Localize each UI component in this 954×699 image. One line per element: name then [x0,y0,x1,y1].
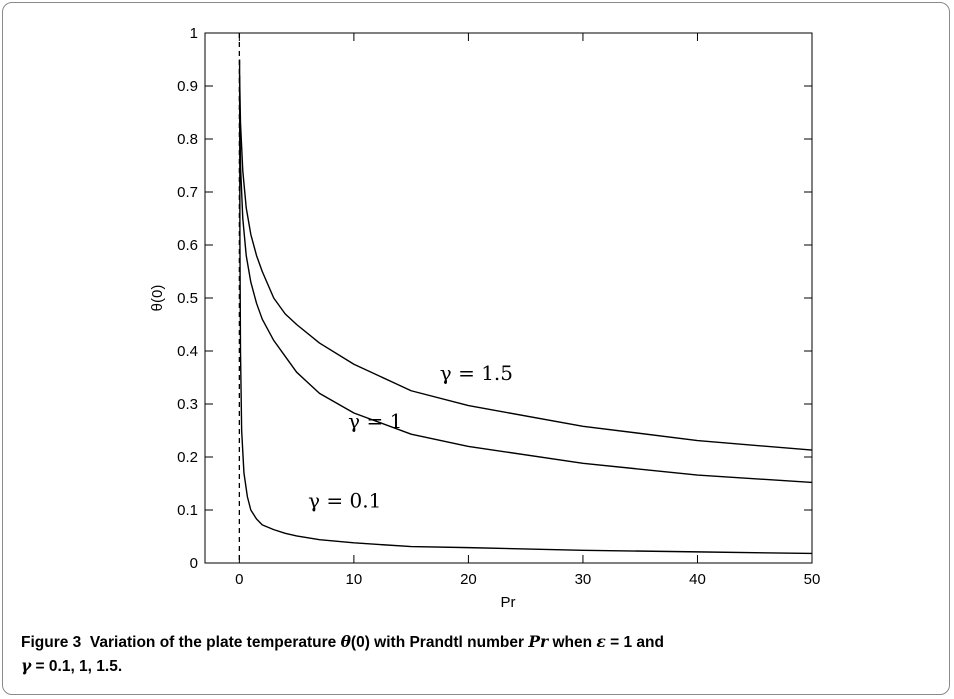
gamma-1-curve [238,96,813,484]
gamma-0-1-curve [238,59,813,555]
y-tick-label-8: 0.8 [177,131,198,148]
curve-annotations: γ = 1.5 γ = 1 γ = 0.1 [308,361,513,512]
y-tick-label-5: 0.5 [177,290,198,307]
y-tick-label-3: 0.3 [177,396,198,413]
x-tick-label-30: 30 [575,571,592,588]
series-lines [238,59,813,555]
x-axis-title: Pr [501,594,516,611]
y-tick-label-9: 0.9 [177,78,198,95]
annotation-gamma-0-1: γ = 0.1 [308,488,381,512]
caption-text-3: when [548,634,597,651]
y-tick-label-2: 0.2 [177,449,198,466]
gamma-1-5-curve [238,75,813,451]
y-tick-labels: 0 0.1 0.2 0.3 0.4 0.5 0.6 0.7 0.8 0.9 1 [177,25,198,572]
caption-text-1: Variation of the plate temperature [89,634,341,651]
caption-epsilon: ε [596,632,606,651]
x-tick-label-50: 50 [804,571,821,588]
y-tick-label-0: 0 [190,555,198,572]
caption-theta: θ [340,632,351,651]
annotation-gamma-1: γ = 1 [348,409,402,433]
x-tick-label-0: 0 [235,571,243,588]
x-tick-label-20: 20 [460,571,477,588]
ticks [205,32,813,564]
y-axis-title: θ(0) [149,285,166,312]
x-tick-labels: 0 10 20 30 40 50 [235,571,820,588]
caption-label: Figure 3 [21,634,82,651]
y-tick-label-1: 0.1 [177,502,198,519]
annotation-gamma-1-5: γ = 1.5 [440,361,513,385]
y-tick-label-7: 0.7 [177,184,198,201]
figure-caption: Figure 3 Variation of the plate temperat… [21,630,921,678]
caption-pr: Pr [528,632,549,651]
caption-text-5: = 0.1, 1, 1.5. [31,658,123,675]
caption-text-4: = 1 and [605,634,664,651]
chart: 0 10 20 30 40 50 0 0.1 0.2 0.3 0.4 0.5 0.6 0.7 0.8 0.9… [149,25,820,611]
caption-text-2: (0) with Prandtl number [350,634,529,651]
x-tick-label-10: 10 [346,571,363,588]
x-tick-label-40: 40 [689,571,706,588]
y-tick-label-6: 0.6 [177,237,198,254]
y-tick-label-10: 1 [190,25,198,42]
plot-area [204,32,813,564]
caption-gamma: γ [21,656,32,675]
y-tick-label-4: 0.4 [177,343,198,360]
